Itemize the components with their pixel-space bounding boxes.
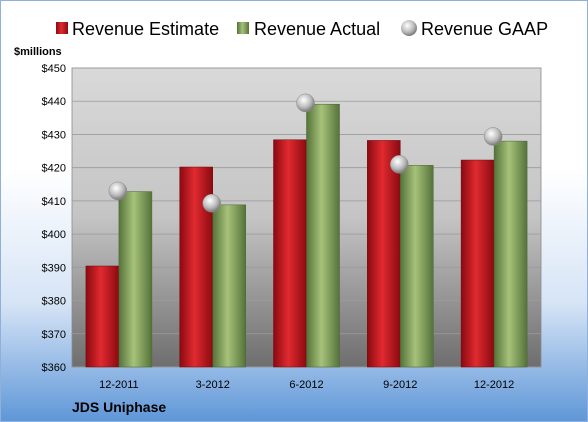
legend-marker-revenue-gaap xyxy=(401,20,417,36)
x-tick-label: 12-2011 xyxy=(99,379,139,391)
legend-swatch-revenue-actual xyxy=(237,22,249,34)
y-tick-label: $390 xyxy=(42,262,66,274)
marker-revenue-gaap xyxy=(483,127,503,146)
x-tick-label: 3-2012 xyxy=(196,379,230,391)
bar-revenue-actual xyxy=(118,191,153,368)
bar-revenue-estimate xyxy=(460,159,495,368)
marker-revenue-gaap xyxy=(390,155,409,174)
company-label: JDS Uniphase xyxy=(72,399,166,415)
y-tick-label: $420 xyxy=(42,163,66,175)
y-tick-label: $430 xyxy=(42,129,66,141)
bar-revenue-actual xyxy=(306,103,340,368)
y-axis-unit-label: $millions xyxy=(14,46,62,58)
marker-revenue-gaap xyxy=(202,193,221,213)
legend-label-revenue-estimate: Revenue Estimate xyxy=(72,19,219,39)
bars xyxy=(85,103,528,368)
gaap-markers xyxy=(108,93,503,213)
bar-revenue-estimate xyxy=(85,265,120,368)
y-tick-label: $450 xyxy=(42,63,66,75)
legend-label-revenue-actual: Revenue Actual xyxy=(254,19,380,39)
y-tick-label: $400 xyxy=(42,229,66,241)
x-axis-tick-labels: 12-2011 3-2012 6-2012 9-2012 12-2012 xyxy=(99,379,514,391)
legend-swatch-revenue-estimate xyxy=(56,22,68,34)
chart-legend: Revenue Estimate Revenue Actual Revenue … xyxy=(56,19,548,39)
marker-revenue-gaap xyxy=(296,93,315,113)
bar-revenue-actual xyxy=(400,165,434,368)
marker-revenue-gaap xyxy=(108,181,128,201)
y-tick-label: $440 xyxy=(42,96,66,108)
x-tick-label: 12-2012 xyxy=(474,379,514,391)
y-axis-tick-labels: $360 $370 $380 $390 $400 $410 $420 $430 $440 $450 xyxy=(42,63,66,374)
legend-label-revenue-gaap: Revenue GAAP xyxy=(421,19,548,39)
y-tick-label: $370 xyxy=(42,329,66,341)
y-tick-label: $360 xyxy=(42,362,66,374)
bar-revenue-estimate xyxy=(273,139,307,368)
x-tick-label: 9-2012 xyxy=(383,379,417,391)
y-tick-label: $380 xyxy=(42,296,66,308)
bar-revenue-estimate xyxy=(367,140,401,368)
bar-revenue-actual xyxy=(212,204,246,368)
y-tick-label: $410 xyxy=(42,196,66,208)
bar-revenue-actual xyxy=(493,140,528,368)
x-tick-label: 6-2012 xyxy=(289,379,323,391)
